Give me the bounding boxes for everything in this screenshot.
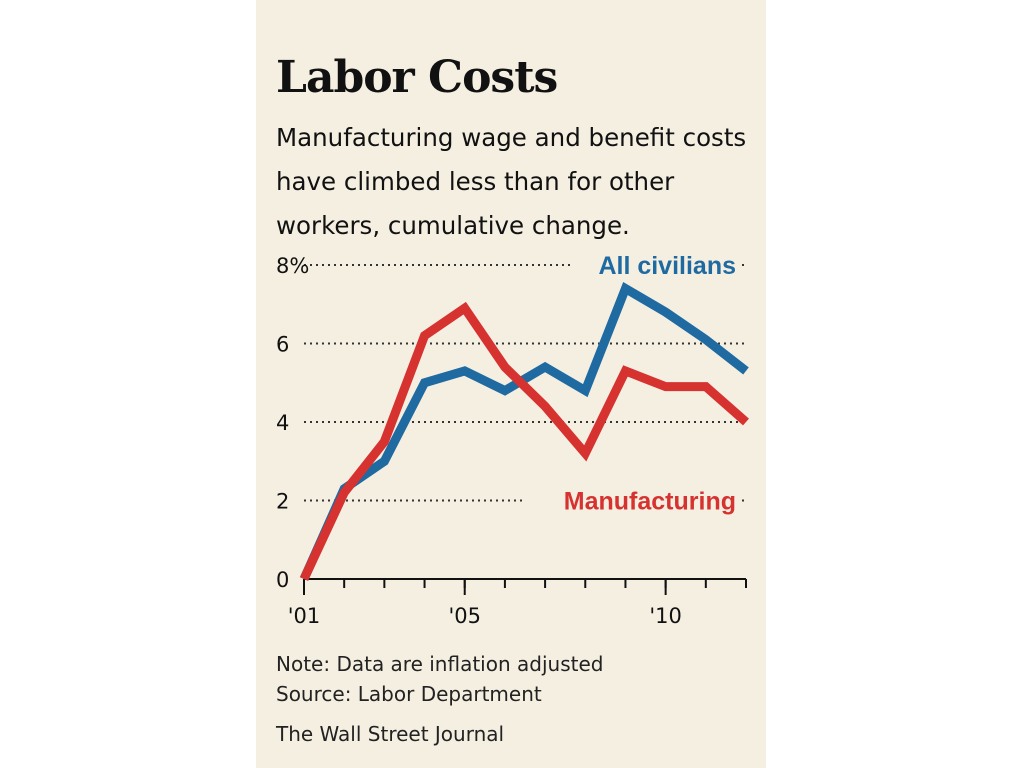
y-tick-label: 4 <box>276 411 289 435</box>
chart-subtitle: Manufacturing wage and benefit costs hav… <box>276 123 747 240</box>
series-label-background <box>570 248 740 282</box>
manufacturing-label: Manufacturing <box>564 488 736 516</box>
x-tick-label: '05 <box>448 604 481 628</box>
x-tick-label: '01 <box>288 604 321 628</box>
line-chart: 0 2 4 6 8% '01 '05 '10 All civilians Manufacturin… <box>276 248 749 628</box>
y-tick-label: 2 <box>276 490 289 514</box>
y-tick-label: 0 <box>276 568 289 592</box>
y-tick-label: 8% <box>276 254 309 278</box>
all-civilians-line <box>299 282 749 581</box>
chart-title: Labor Costs <box>276 52 558 103</box>
manufacturing-line <box>299 301 749 581</box>
chart-source: Source: Labor Department <box>276 682 542 706</box>
all-civilians-label: All civilians <box>598 252 736 280</box>
chart-credit: The Wall Street Journal <box>276 722 505 746</box>
chart-note: Note: Data are inflation adjusted <box>276 652 604 676</box>
y-tick-label: 6 <box>276 333 289 357</box>
series-label-background <box>523 483 740 518</box>
x-tick-label: '10 <box>649 604 682 628</box>
